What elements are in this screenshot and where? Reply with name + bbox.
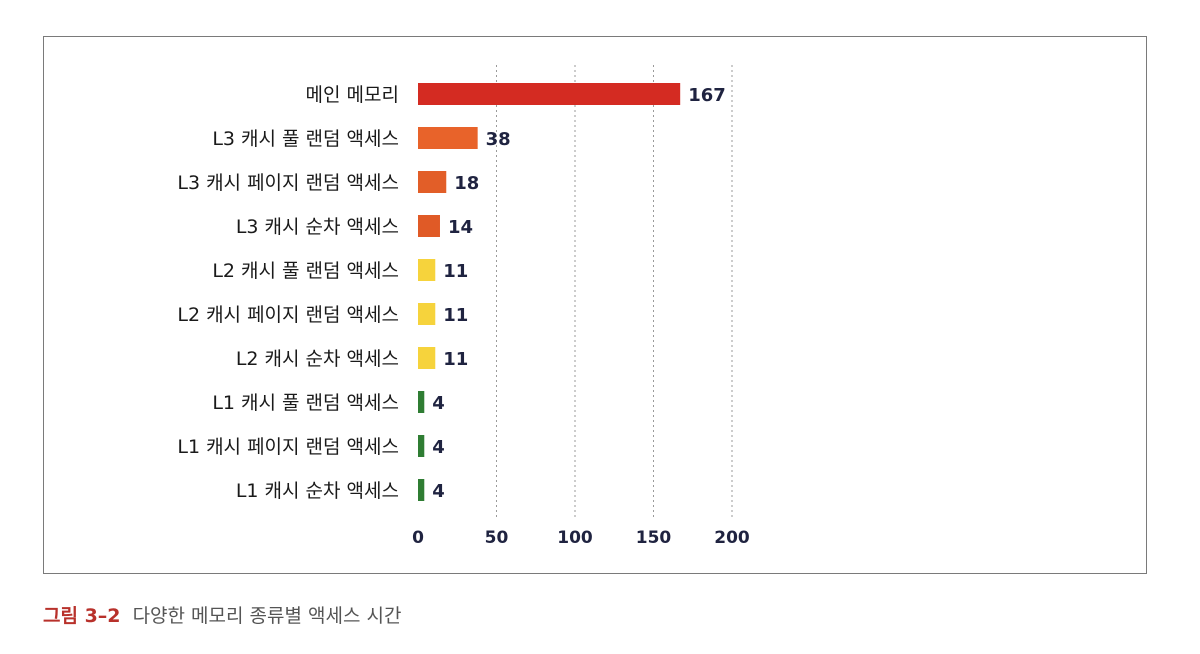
bar (418, 127, 478, 149)
bar (418, 479, 425, 501)
value-label: 11 (443, 349, 468, 370)
value-label: 4 (432, 437, 445, 458)
category-label: L1 캐시 페이지 랜덤 액세스 (177, 436, 399, 458)
bar (418, 347, 436, 369)
value-label: 18 (454, 173, 479, 194)
value-label: 167 (688, 85, 726, 106)
bar (418, 215, 440, 237)
bar (418, 259, 436, 281)
category-label: L2 캐시 풀 랜덤 액세스 (212, 260, 399, 282)
x-tick-label: 0 (412, 528, 424, 548)
value-label: 38 (486, 129, 511, 150)
x-tick-label: 50 (485, 528, 509, 548)
bar (418, 435, 425, 457)
value-label: 11 (443, 261, 468, 282)
bar (418, 83, 681, 105)
category-label: L3 캐시 풀 랜덤 액세스 (212, 128, 399, 150)
category-label: L2 캐시 페이지 랜덤 액세스 (177, 304, 399, 326)
caption-label: 그림 3–2 (43, 605, 121, 627)
x-tick-label: 150 (636, 528, 672, 548)
value-label: 11 (443, 305, 468, 326)
value-label: 4 (432, 481, 445, 502)
category-label: 메인 메모리 (306, 84, 399, 106)
bar (418, 303, 436, 325)
value-label: 4 (432, 393, 445, 414)
category-label: L2 캐시 순차 액세스 (236, 348, 399, 370)
category-label: L3 캐시 순차 액세스 (236, 216, 399, 238)
bar-chart: 0 50 100 150 200 메인 메모리 167 L3 캐시 풀 랜덤 액세스 38 L3 … (177, 65, 750, 548)
bar (418, 391, 425, 413)
category-label: L1 캐시 풀 랜덤 액세스 (212, 392, 399, 414)
category-label: L3 캐시 페이지 랜덤 액세스 (177, 172, 399, 194)
x-tick-label: 100 (557, 528, 593, 548)
chart-frame: 0 50 100 150 200 메인 메모리 167 L3 캐시 풀 랜덤 액세스 38 L3 … (43, 36, 1147, 574)
figure-caption: 그림 3–2 다양한 메모리 종류별 액세스 시간 (43, 601, 401, 628)
x-tick-label: 200 (714, 528, 750, 548)
caption-text: 다양한 메모리 종류별 액세스 시간 (132, 605, 402, 627)
category-label: L1 캐시 순차 액세스 (236, 480, 399, 502)
bar (418, 171, 447, 193)
value-label: 14 (448, 217, 473, 238)
